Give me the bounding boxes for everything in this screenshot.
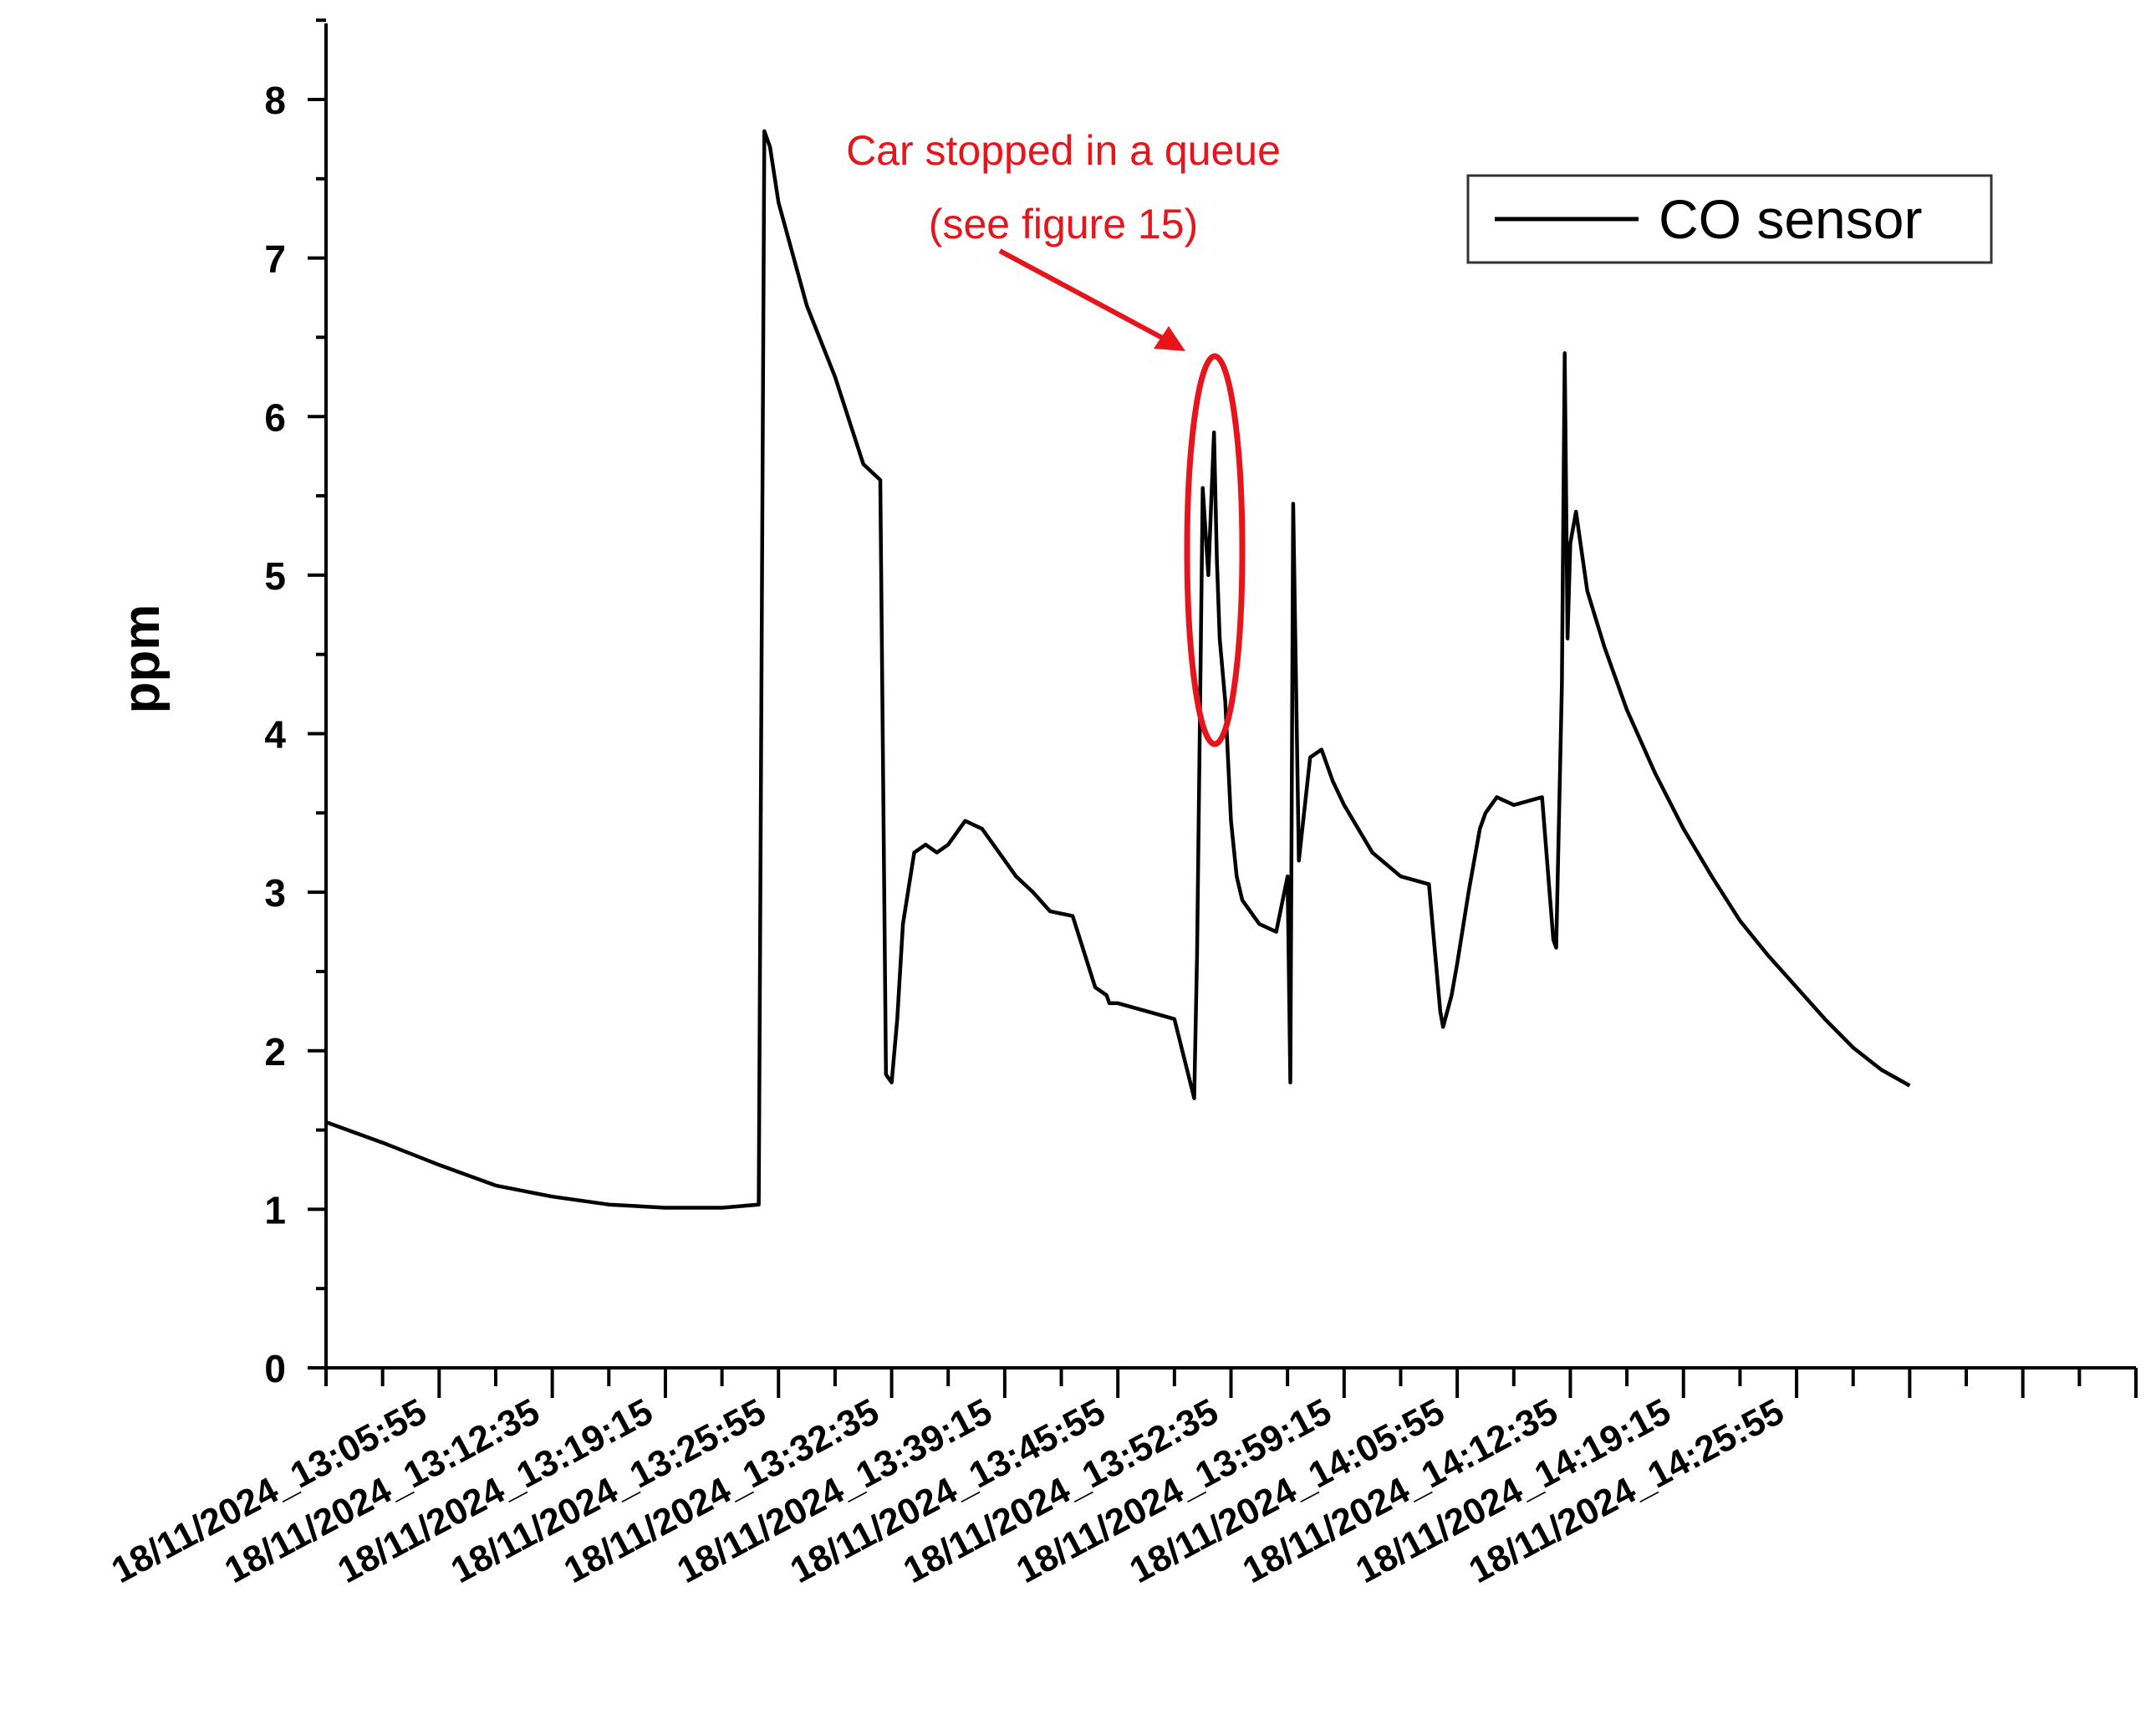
y-tick-label: 7	[264, 237, 286, 281]
y-tick-labels: 0 1 2 3 4 5 6 7 8	[264, 79, 286, 1390]
annotation-highlight-ellipse	[1184, 353, 1246, 747]
y-tick-label: 8	[264, 79, 286, 122]
annotation-arrow-shaft	[998, 248, 1165, 341]
y-tick-label: 6	[264, 395, 286, 439]
y-tick-label: 4	[264, 713, 286, 757]
co-sensor-series-line	[325, 129, 1911, 1210]
y-tick-label: 2	[264, 1030, 286, 1074]
x-axis-ticks	[324, 1368, 2138, 1398]
y-tick-label: 1	[264, 1188, 286, 1232]
y-axis-title: ppm	[113, 604, 171, 714]
annotation-text-line2: (see figure 15)	[929, 201, 1198, 247]
x-tick-labels: 18/11/2024_13:05:5518/11/2024_13:12:3518…	[105, 1391, 1791, 1592]
legend-label-co-sensor: CO sensor	[1659, 188, 1922, 250]
y-tick-label: 0	[264, 1347, 286, 1390]
annotation-text-line1: Car stopped in a queue	[846, 127, 1281, 174]
annotation-arrow-head	[1154, 326, 1185, 351]
y-axis-ticks	[308, 18, 326, 1370]
y-tick-label: 3	[264, 871, 286, 915]
y-tick-label: 5	[264, 554, 286, 598]
